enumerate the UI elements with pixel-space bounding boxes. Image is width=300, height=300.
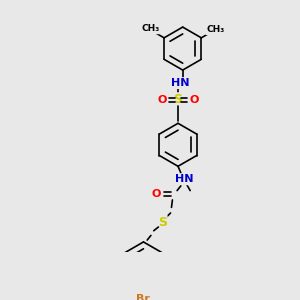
Text: CH₃: CH₃ [142,25,160,34]
Text: HN: HN [175,174,194,184]
Text: O: O [189,95,199,105]
Text: HN: HN [171,78,189,88]
Text: S: S [158,216,166,229]
Text: O: O [158,95,167,105]
Text: CH₃: CH₃ [206,26,224,34]
Text: S: S [173,94,182,106]
Text: O: O [152,189,161,199]
Text: Br: Br [136,294,149,300]
